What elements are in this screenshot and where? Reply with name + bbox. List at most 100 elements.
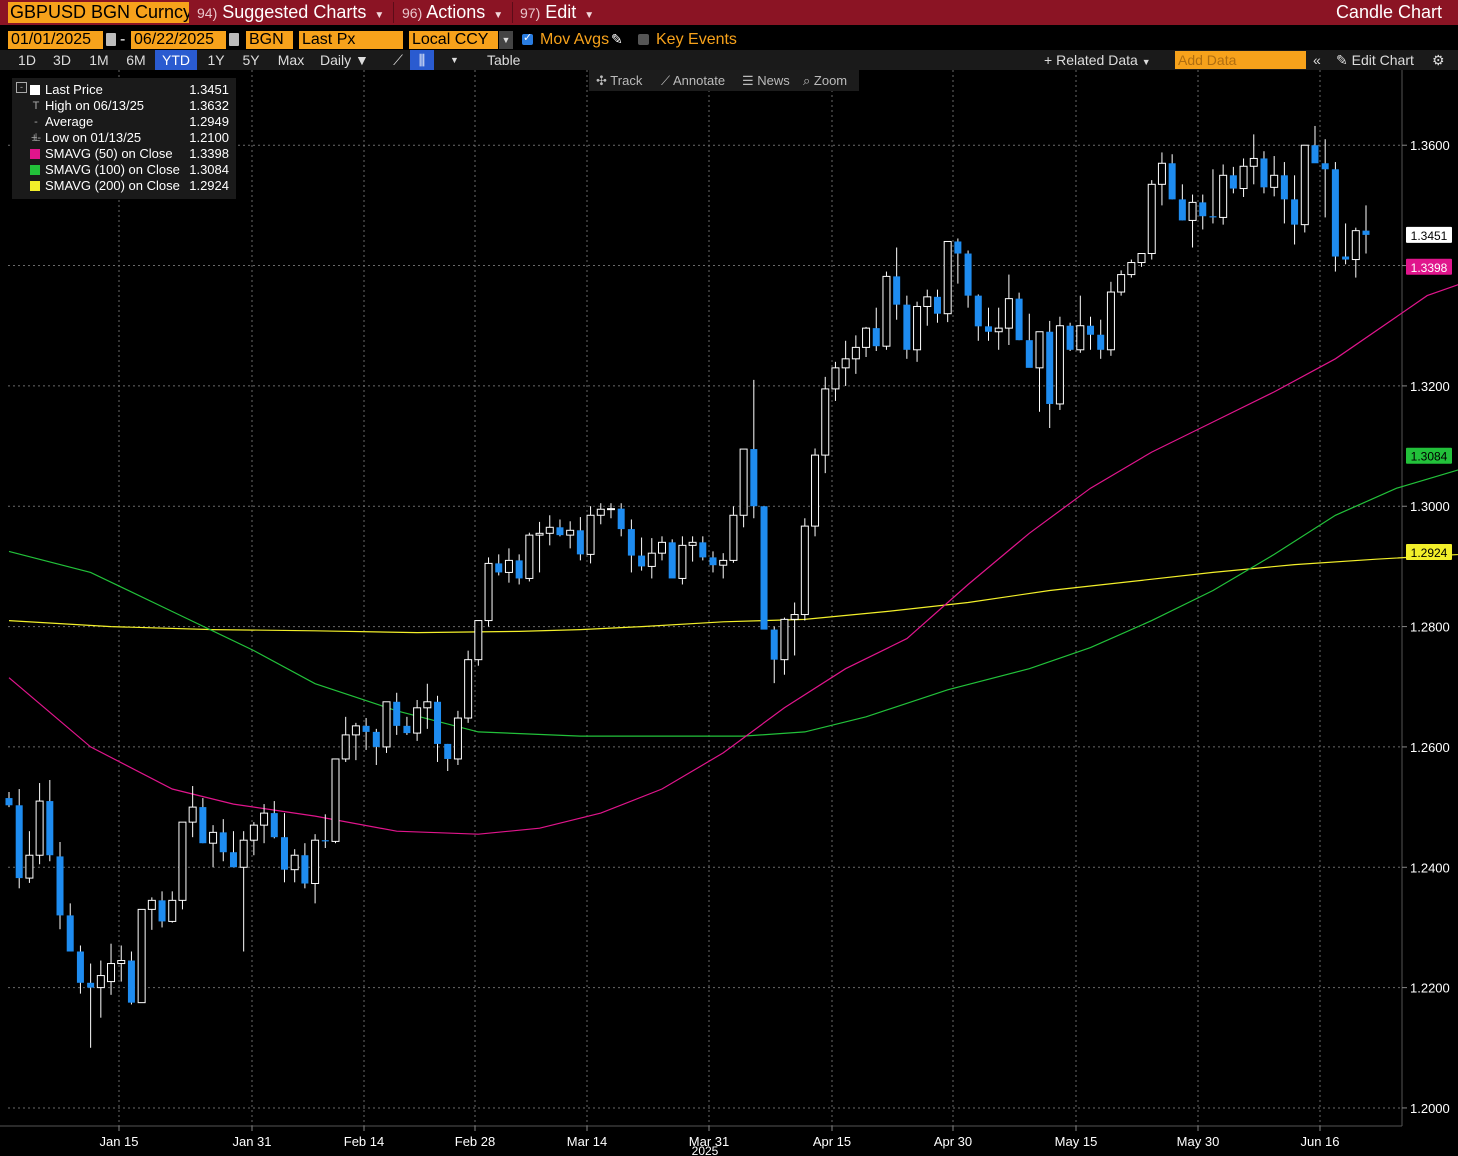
period-1m-button[interactable]: 1M (89, 52, 109, 68)
calendar-icon[interactable] (229, 33, 239, 46)
candle-body-up (168, 899, 177, 922)
price-field-select[interactable]: Last Px (299, 31, 403, 49)
period-1y-button[interactable]: 1Y (207, 52, 225, 68)
candle-body-down (617, 508, 625, 530)
source-field[interactable]: BGN (246, 31, 293, 49)
candle-body-up (606, 508, 615, 511)
average-marker-icon: -+- (30, 116, 42, 144)
chevron-down-icon[interactable]: ▼ (450, 55, 459, 65)
price-tag-label: 1.2924 (1411, 546, 1448, 560)
currency-select[interactable]: Local CCY (409, 31, 498, 49)
candle-body-down (46, 801, 54, 856)
related-data-button[interactable]: + Related Data ▼ (1044, 50, 1151, 70)
candle-body-down (668, 542, 676, 579)
low-marker-icon: ⊥ (31, 132, 41, 144)
edit-chart-button[interactable]: ✎ Edit Chart (1336, 50, 1414, 70)
candle-body-up (913, 305, 922, 351)
period-6m-button[interactable]: 6M (126, 52, 146, 68)
legend-swatch (30, 165, 40, 175)
candle-body-up (464, 659, 473, 719)
candle-body-up (729, 514, 738, 561)
mov-avgs-label[interactable]: Mov Avgs (540, 31, 610, 48)
plus-icon: + (1044, 52, 1053, 68)
edit-menu[interactable]: 97) Edit ▼ (520, 0, 594, 25)
candle-body-down (964, 253, 972, 296)
zoom-tool[interactable]: ⌕ Zoom (803, 70, 847, 91)
y-tick-label: 1.2200 (1410, 981, 1450, 996)
candle-body-up (35, 800, 44, 856)
end-date-field[interactable]: 06/22/2025 (131, 31, 226, 49)
calendar-icon[interactable] (106, 33, 116, 46)
ticker-input[interactable]: GBPUSD BGN Curncy (8, 2, 189, 23)
candle-body-up (851, 346, 860, 360)
mov-avgs-checkbox[interactable] (522, 31, 533, 45)
suggested-charts-menu[interactable]: 94) Suggested Charts ▼ (197, 0, 384, 25)
candle-body-up (739, 448, 748, 516)
candle-body-up (341, 734, 350, 760)
candle-body-down (1168, 163, 1176, 200)
candle-body-up (147, 899, 156, 910)
annotate-tool[interactable]: ⟋ Annotate (661, 70, 725, 91)
candle-body-up (351, 725, 360, 736)
candle-body-down (1331, 169, 1339, 257)
period-max-button[interactable]: Max (277, 52, 305, 68)
candle-body-down (127, 960, 135, 1003)
candle-body-down (1199, 202, 1207, 217)
candle-body-down (750, 449, 758, 507)
legend-value: 1.2949 (189, 114, 229, 129)
candle-body-up (1239, 165, 1248, 190)
pencil-icon[interactable]: ✎ (611, 31, 623, 47)
collapse-legend-icon[interactable]: - (16, 82, 27, 93)
candle-chart[interactable]: 1.2000 1.2200 1.2400 1.2600 1.2800 1.3000 1.32… (0, 70, 1458, 1156)
candle-body-up (811, 454, 820, 527)
candle-body-up (800, 525, 809, 616)
gear-icon[interactable]: ⚙ (1432, 52, 1445, 68)
x-tick-label: Mar 31 (689, 1134, 729, 1149)
period-3d-button[interactable]: 3D (53, 52, 71, 68)
y-tick-label: 1.2600 (1410, 740, 1450, 755)
y-tick-label: 1.2800 (1410, 620, 1450, 635)
high-marker-icon: T (32, 100, 40, 112)
candle-body-up (841, 358, 850, 369)
candle-body-up (545, 526, 554, 534)
candle-body-up (1270, 174, 1279, 188)
price-tag-label: 1.3451 (1411, 229, 1448, 243)
period-ytd-button[interactable]: YTD (155, 50, 197, 70)
candle-body-down (5, 798, 13, 806)
candle-body-down (1311, 145, 1319, 164)
candle-body-down (372, 731, 380, 747)
candle-body-down (56, 856, 64, 916)
candle-body-down (627, 529, 635, 556)
candle-body-up (1188, 201, 1197, 221)
candle-body-up (423, 701, 432, 709)
candle-body-down (393, 701, 401, 726)
x-tick-label: Mar 14 (567, 1134, 607, 1149)
candle-body-up (1055, 325, 1064, 405)
candle-body-down (1209, 216, 1217, 218)
start-date-field[interactable]: 01/01/2025 (8, 31, 103, 49)
key-events-checkbox[interactable] (638, 34, 649, 45)
actions-menu[interactable]: 96) Actions ▼ (402, 0, 503, 25)
key-events-label[interactable]: Key Events (656, 31, 737, 48)
period-5y-button[interactable]: 5Y (242, 52, 260, 68)
candle-body-up (311, 839, 320, 885)
track-tool[interactable]: ✣ Track (596, 70, 642, 91)
collapse-icon[interactable]: « (1313, 52, 1321, 68)
chevron-down-icon[interactable]: ▼ (499, 31, 513, 49)
legend-value: 1.3084 (189, 162, 229, 177)
candle-body-down (1178, 199, 1186, 221)
line-chart-icon[interactable]: ⟋ (393, 52, 403, 68)
settings-row: 01/01/2025 - 06/22/2025 BGN Last Px Loca… (0, 29, 1458, 51)
x-tick-label: Jan 31 (232, 1134, 271, 1149)
candle-body-up (688, 541, 697, 546)
add-data-input[interactable]: Add Data (1175, 51, 1306, 69)
date-range-separator: - (120, 31, 126, 48)
candle-chart-icon[interactable]: ⫼ (410, 50, 434, 70)
candle-body-up (331, 758, 340, 842)
period-1d-button[interactable]: 1D (18, 52, 36, 68)
frequency-dropdown[interactable]: Daily ▼ (320, 50, 369, 70)
candle-body-down (76, 951, 84, 983)
news-tool[interactable]: ☰ News (742, 70, 790, 91)
chevron-down-icon: ▼ (493, 10, 504, 21)
table-button[interactable]: Table (487, 52, 521, 68)
